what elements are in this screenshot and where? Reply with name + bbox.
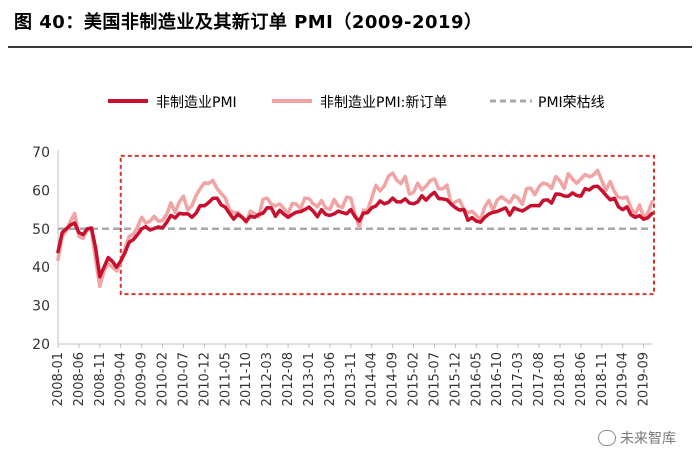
x-tick-label: 2018-11 xyxy=(595,352,610,406)
x-tick-label: 2013-11 xyxy=(344,352,359,406)
x-tick-label: 2018-01 xyxy=(553,352,568,406)
y-tick-label: 20 xyxy=(32,337,50,353)
y-tick-label: 30 xyxy=(32,299,50,315)
x-tick-label: 2015-07 xyxy=(427,352,442,406)
chart-axes: 20 30 40 50 60 70 2008-01 2008-06 2008-11 2009-04… xyxy=(32,145,652,406)
highlight-box xyxy=(119,154,656,296)
y-tick-label: 60 xyxy=(32,183,50,199)
watermark-text: 未来智库 xyxy=(620,431,676,447)
x-tick-label: 2008-01 xyxy=(51,352,66,406)
watermark: 未来智库 xyxy=(598,428,676,448)
legend-label-new-orders: 非制造业PMI:新订单 xyxy=(320,95,447,111)
x-tick-label: 2010-07 xyxy=(176,352,191,406)
plot-area xyxy=(56,154,656,296)
x-tick-label: 2011-05 xyxy=(218,352,233,406)
x-tick-label: 2008-11 xyxy=(93,352,108,406)
x-tick-label: 2018-06 xyxy=(574,352,589,406)
series-line-pmi xyxy=(56,184,654,279)
x-tick-label: 2017-03 xyxy=(511,352,526,406)
x-tick-label: 2014-09 xyxy=(386,352,401,406)
x-tick-label: 2010-12 xyxy=(197,352,212,406)
y-tick-label: 70 xyxy=(32,145,50,161)
x-tick-label: 2009-09 xyxy=(135,352,150,406)
x-tick-label: 2016-10 xyxy=(490,352,505,406)
x-tick-label: 2013-01 xyxy=(302,352,317,406)
x-tick-label: 2011-10 xyxy=(239,352,254,406)
legend-label-boom-bust: PMI荣枯线 xyxy=(538,95,605,111)
x-tick-label: 2010-02 xyxy=(156,352,171,406)
chart-legend: 非制造业PMI 非制造业PMI:新订单 PMI荣枯线 xyxy=(108,95,605,111)
x-tick-label: 2015-02 xyxy=(407,352,422,406)
x-tick-label: 2012-08 xyxy=(281,352,296,406)
x-tick-label: 2019-09 xyxy=(637,352,652,406)
x-tick-label: 2014-04 xyxy=(365,352,380,406)
x-tick-label: 2017-08 xyxy=(532,352,547,406)
x-tick-label: 2009-04 xyxy=(114,352,129,406)
x-tick-label: 2015-12 xyxy=(448,352,463,406)
wechat-icon xyxy=(598,430,616,446)
x-tick-label: 2013-06 xyxy=(323,352,338,406)
chart-title: 图 40：美国非制造业及其新订单 PMI（2009-2019） xyxy=(14,12,483,33)
legend-label-pmi: 非制造业PMI xyxy=(156,95,237,111)
y-tick-label: 50 xyxy=(32,222,50,238)
title-divider xyxy=(8,46,692,48)
x-tick-label: 2019-04 xyxy=(616,352,631,406)
y-tick-label: 40 xyxy=(32,260,50,276)
x-tick-label: 2012-03 xyxy=(260,352,275,406)
x-tick-label: 2016-05 xyxy=(469,352,484,406)
x-tick-label: 2008-06 xyxy=(72,352,87,406)
